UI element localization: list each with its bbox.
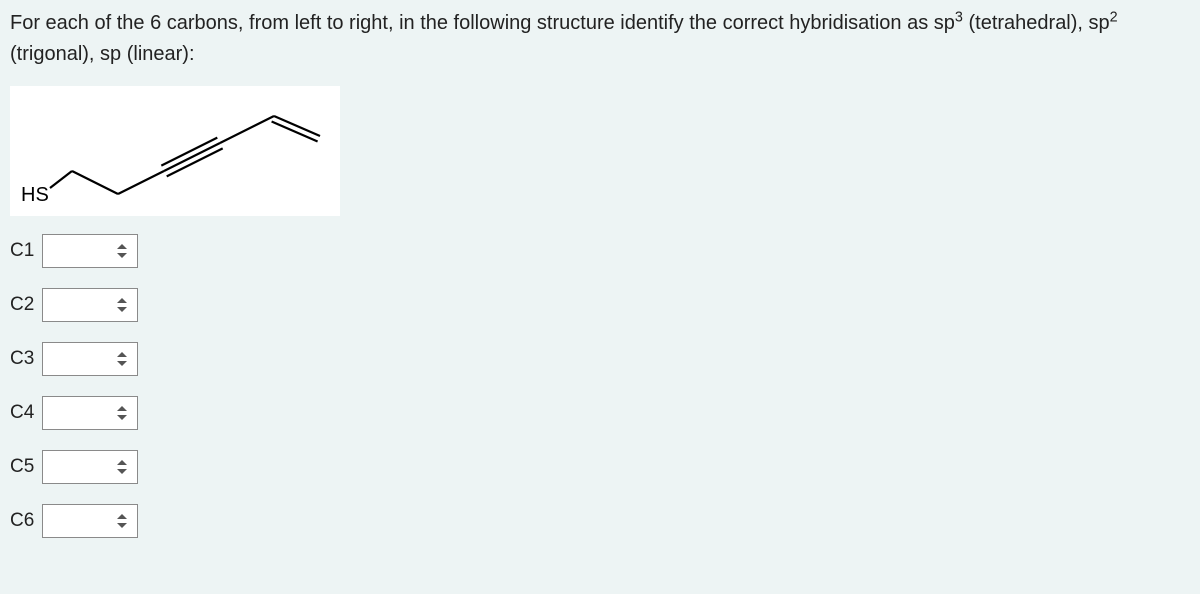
select-c1[interactable] xyxy=(42,234,138,268)
sort-icon xyxy=(117,514,127,528)
carbon-label: C1 xyxy=(10,240,36,262)
select-c5[interactable] xyxy=(42,450,138,484)
answer-row-c6: C6 xyxy=(10,504,1190,538)
answer-row-c2: C2 xyxy=(10,288,1190,322)
hs-label-svg: HS xyxy=(21,184,49,206)
question-text: For each of the 6 carbons, from left to … xyxy=(10,8,1190,70)
q-sup1: 3 xyxy=(955,9,963,25)
q-sup2: 2 xyxy=(1110,9,1118,25)
answer-rows: C1 C2 C3 C4 C5 xyxy=(10,234,1190,538)
select-c6[interactable] xyxy=(42,504,138,538)
carbon-label: C6 xyxy=(10,510,36,532)
carbon-label: C2 xyxy=(10,294,36,316)
answer-row-c1: C1 xyxy=(10,234,1190,268)
q-after2: (trigonal), sp (linear): xyxy=(10,43,195,65)
sort-icon xyxy=(117,406,127,420)
select-c3[interactable] xyxy=(42,342,138,376)
sort-icon xyxy=(117,298,127,312)
answer-row-c5: C5 xyxy=(10,450,1190,484)
select-c2[interactable] xyxy=(42,288,138,322)
sort-icon xyxy=(117,460,127,474)
carbon-label: C3 xyxy=(10,348,36,370)
q-prefix: For each of the 6 carbons, from left to … xyxy=(10,12,955,34)
carbon-label: C4 xyxy=(10,402,36,424)
q-after1: (tetrahedral), sp xyxy=(963,12,1110,34)
answer-row-c3: C3 xyxy=(10,342,1190,376)
answer-row-c4: C4 xyxy=(10,396,1190,430)
sort-icon xyxy=(117,244,127,258)
sort-icon xyxy=(117,352,127,366)
molecule-image: HS xyxy=(10,86,340,216)
select-c4[interactable] xyxy=(42,396,138,430)
carbon-label: C5 xyxy=(10,456,36,478)
